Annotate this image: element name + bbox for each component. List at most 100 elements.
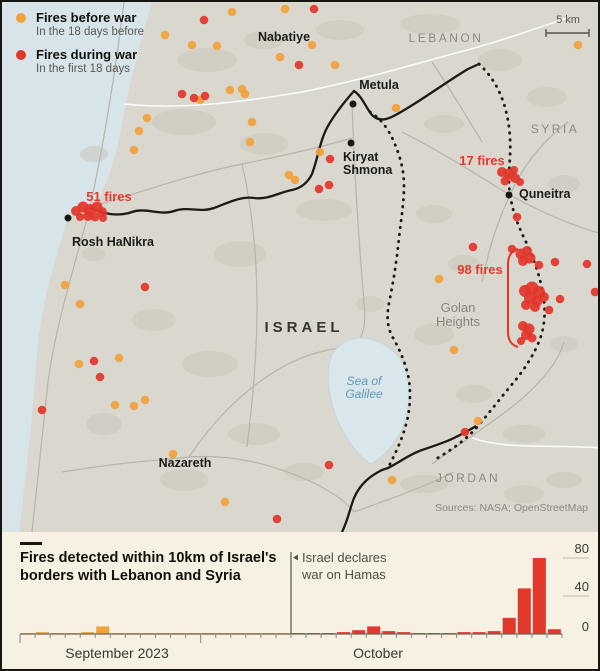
label-golan-heights: Golan Heights [435,300,481,329]
fires-98-bracket [507,248,519,348]
fire-dot [129,145,139,155]
fire-dot [114,353,124,363]
border-ceasefire-west [368,110,412,470]
chart-title: Fires detected within 10km of Israel's b… [20,550,277,585]
fire-dot [168,449,178,459]
fire-dot [227,7,237,17]
fires-during-dots [37,4,598,524]
legend-before-sublabel: In the 18 days before [36,26,145,38]
fire-dot [521,300,531,310]
map-canvas [2,2,598,532]
fire-dot [534,260,544,270]
fire-dot [160,30,170,40]
fire-dot [129,401,139,411]
fire-dot [590,287,598,297]
bar [487,631,501,634]
label-nabatiye: Nabatiye [257,30,311,44]
during-war-dot-icon [16,50,26,60]
y-grid-stubs [563,557,589,597]
label-sea-of-galilee: Sea of Galilee [345,374,383,401]
fire-dot [500,176,510,186]
metula-marker [349,100,357,108]
bar [337,632,351,634]
label-rosh-hanikra: Rosh HaNikra [72,235,154,249]
label-israel: ISRAEL [264,319,344,336]
annotation-line1: Israel declares [302,550,387,565]
bar [547,629,561,634]
xlabel-october: October [353,645,403,661]
fire-dot [573,40,583,50]
fire-dot [512,212,522,222]
rivers [123,17,598,449]
fire-dot [74,359,84,369]
fire-dot [284,170,294,180]
label-quneitra: Quneitra [519,187,571,201]
fire-dot [95,372,105,382]
fire-dot [510,166,518,174]
war-annotation-arrow-icon [293,554,298,561]
fire-dot [240,89,250,99]
ytick-0: 0 [582,619,589,634]
fire-dot [330,60,340,70]
fire-dot [527,333,537,343]
fire-dot [518,256,528,266]
bar [35,632,50,634]
bar [472,632,486,634]
fire-dot [550,257,560,267]
fire-dot [110,400,120,410]
fire-dot [544,305,554,315]
ytick-80: 80 [575,541,589,556]
fire-dot [530,302,540,312]
fire-dot [517,337,525,345]
bar-chart-panel: Israel declares war on Hamas September 2… [2,532,598,669]
fire-dot [449,345,459,355]
fire-dot [325,154,335,164]
fire-dot [539,292,549,302]
x-axis-ticks [19,634,563,643]
fire-dot [294,60,304,70]
fire-dot [83,211,93,221]
fire-dot [142,113,152,123]
bar [352,630,366,634]
label-98-fires: 98 fires [457,262,503,277]
fire-dot [555,294,565,304]
fire-dot [90,212,100,222]
fire-dot [468,242,478,252]
fire-dot [582,259,592,269]
scale-bar-label: 5 km [556,14,580,26]
legend-during-war: Fires during war In the first 18 days [14,47,144,75]
fire-dot [272,514,282,524]
fire-dot [391,103,401,113]
xlabel-september: September 2023 [65,645,169,661]
map-legend: Fires before war In the 18 days before F… [14,10,144,84]
annotation-line2: war on Hamas [301,567,386,582]
city-markers [64,100,513,222]
bar [367,626,381,634]
label-jordan: JORDAN [435,471,501,485]
bar-chart: Israel declares war on Hamas September 2… [19,541,589,661]
label-syria: SYRIA [530,122,580,136]
bar [96,626,110,634]
bar [532,558,546,634]
legend-during-sublabel: In the first 18 days [36,63,130,75]
litani-river [123,17,568,107]
fires-before-dots [60,4,583,507]
label-51-fires: 51 fires [86,189,132,204]
fire-dot [460,427,470,437]
rosh-hanikra-marker [64,214,72,222]
fire-dot [324,180,334,190]
fire-dot [387,475,397,485]
fire-dot [140,282,150,292]
legend-during-label: Fires during war [36,47,138,62]
fire-dot [247,117,257,127]
fire-dot [177,89,187,99]
map-sources: Sources: NASA; OpenStreetMap [435,502,588,514]
bar [397,632,411,634]
fire-dot [89,356,99,366]
fire-dot [199,15,209,25]
fire-dot [134,126,144,136]
kiryat-shmona-marker [347,139,355,147]
sea-of-galilee [327,337,410,465]
before-war-dot-icon [16,13,26,23]
